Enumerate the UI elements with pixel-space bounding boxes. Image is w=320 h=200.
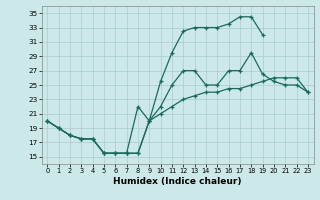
- X-axis label: Humidex (Indice chaleur): Humidex (Indice chaleur): [113, 177, 242, 186]
